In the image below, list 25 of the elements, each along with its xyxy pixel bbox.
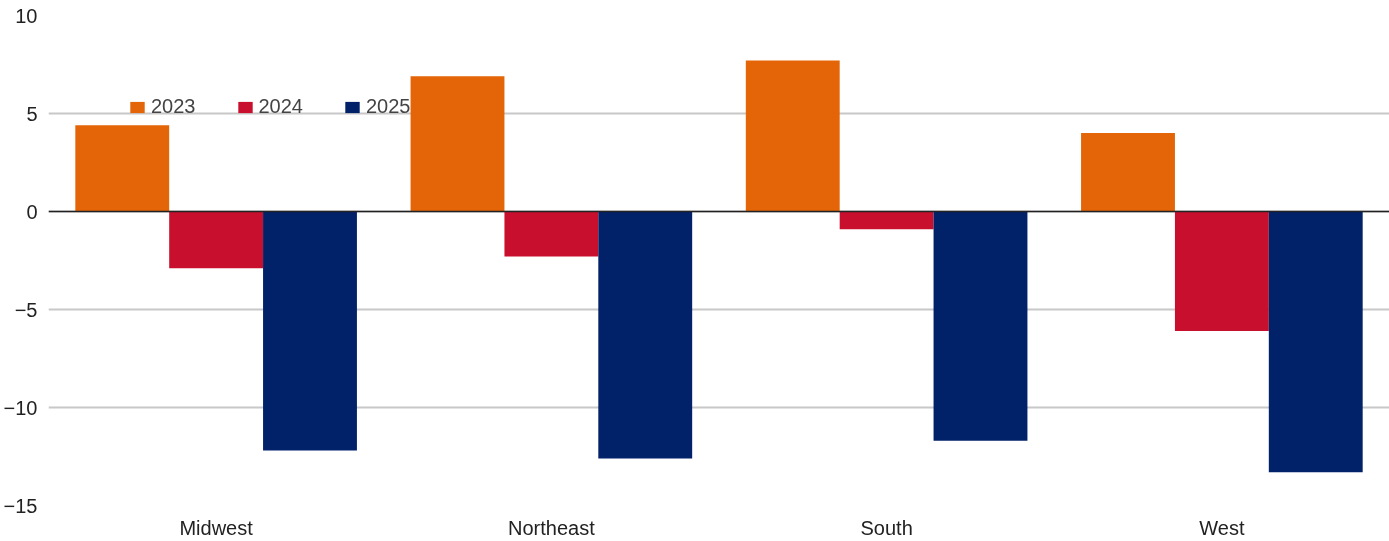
bar (1268, 211, 1363, 473)
bar (745, 60, 840, 212)
x-tick-label: South (860, 516, 913, 539)
y-tick-label: −15 (3, 494, 38, 517)
bar (410, 76, 505, 212)
legend-label: 2025 (366, 95, 411, 118)
y-tick-label: −10 (3, 396, 38, 419)
bar (263, 211, 357, 451)
bar (839, 211, 934, 230)
legend-label: 2024 (258, 95, 303, 118)
x-tick-label: West (1199, 516, 1245, 539)
x-tick-label: Northeast (508, 516, 596, 539)
y-tick-label: 0 (26, 200, 38, 223)
bar (598, 211, 693, 459)
bar (1174, 211, 1269, 332)
bar (75, 125, 170, 212)
bar (169, 211, 264, 269)
bar (933, 211, 1028, 441)
bar (504, 211, 599, 257)
y-tick-label: 5 (26, 102, 38, 125)
legend-label: 2023 (151, 95, 196, 118)
x-tick-label: Midwest (179, 516, 254, 539)
y-tick-label: −5 (14, 298, 38, 321)
y-tick-label: 10 (15, 4, 38, 27)
bar (1081, 133, 1175, 212)
